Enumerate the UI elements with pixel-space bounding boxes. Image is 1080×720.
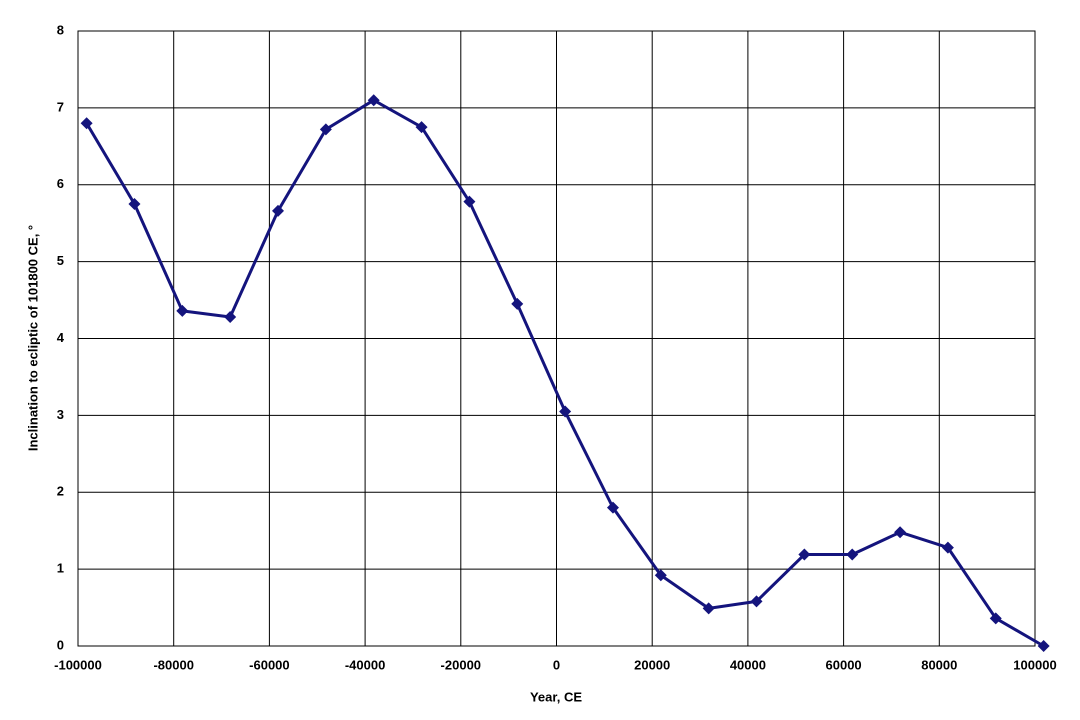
- data-point: [606, 501, 619, 514]
- data-line: [85, 98, 1045, 648]
- x-tick-label: 20000: [634, 657, 670, 672]
- data-point: [1037, 640, 1050, 652]
- data-point: [798, 548, 811, 561]
- x-tick-label: -100000: [54, 657, 102, 672]
- x-tick-label: 100000: [1013, 657, 1056, 672]
- y-tick-label: 8: [57, 22, 64, 37]
- data-point: [463, 195, 476, 208]
- x-tick-label: 40000: [730, 657, 766, 672]
- x-tick-label: -20000: [441, 657, 481, 672]
- data-point: [654, 569, 667, 582]
- data-point: [319, 123, 332, 136]
- y-axis-label: Inclination to ecliptic of 101800 CE, °: [25, 225, 40, 451]
- data-point: [176, 304, 189, 317]
- data-point: [415, 121, 428, 134]
- y-tick-label: 7: [57, 99, 64, 114]
- x-axis-label: Year, CE: [530, 689, 582, 704]
- data-point: [559, 405, 572, 418]
- y-tick-label: 5: [57, 253, 64, 268]
- y-tick-label: 6: [57, 176, 64, 191]
- data-point: [80, 117, 93, 130]
- y-tick-label: 0: [57, 637, 64, 652]
- data-point: [367, 94, 380, 107]
- data-point: [128, 197, 141, 210]
- data-point: [702, 602, 715, 615]
- x-tick-label: -60000: [249, 657, 289, 672]
- y-tick-label: 2: [57, 484, 64, 499]
- x-tick-label: 60000: [826, 657, 862, 672]
- y-tick-label: 3: [57, 407, 64, 422]
- data-point: [511, 297, 524, 310]
- data-point: [941, 541, 954, 554]
- x-tick-label: 80000: [921, 657, 957, 672]
- x-tick-label: 0: [553, 657, 560, 672]
- data-point: [272, 204, 285, 217]
- y-tick-label: 4: [57, 330, 65, 345]
- data-point: [846, 548, 859, 561]
- x-tick-label: -40000: [345, 657, 385, 672]
- plot-border: [77, 30, 1036, 647]
- data-point: [750, 595, 763, 608]
- data-point: [989, 612, 1002, 625]
- data-point: [224, 310, 237, 323]
- data-point: [894, 526, 907, 539]
- y-tick-label: 1: [57, 561, 64, 576]
- x-tick-label: -80000: [153, 657, 193, 672]
